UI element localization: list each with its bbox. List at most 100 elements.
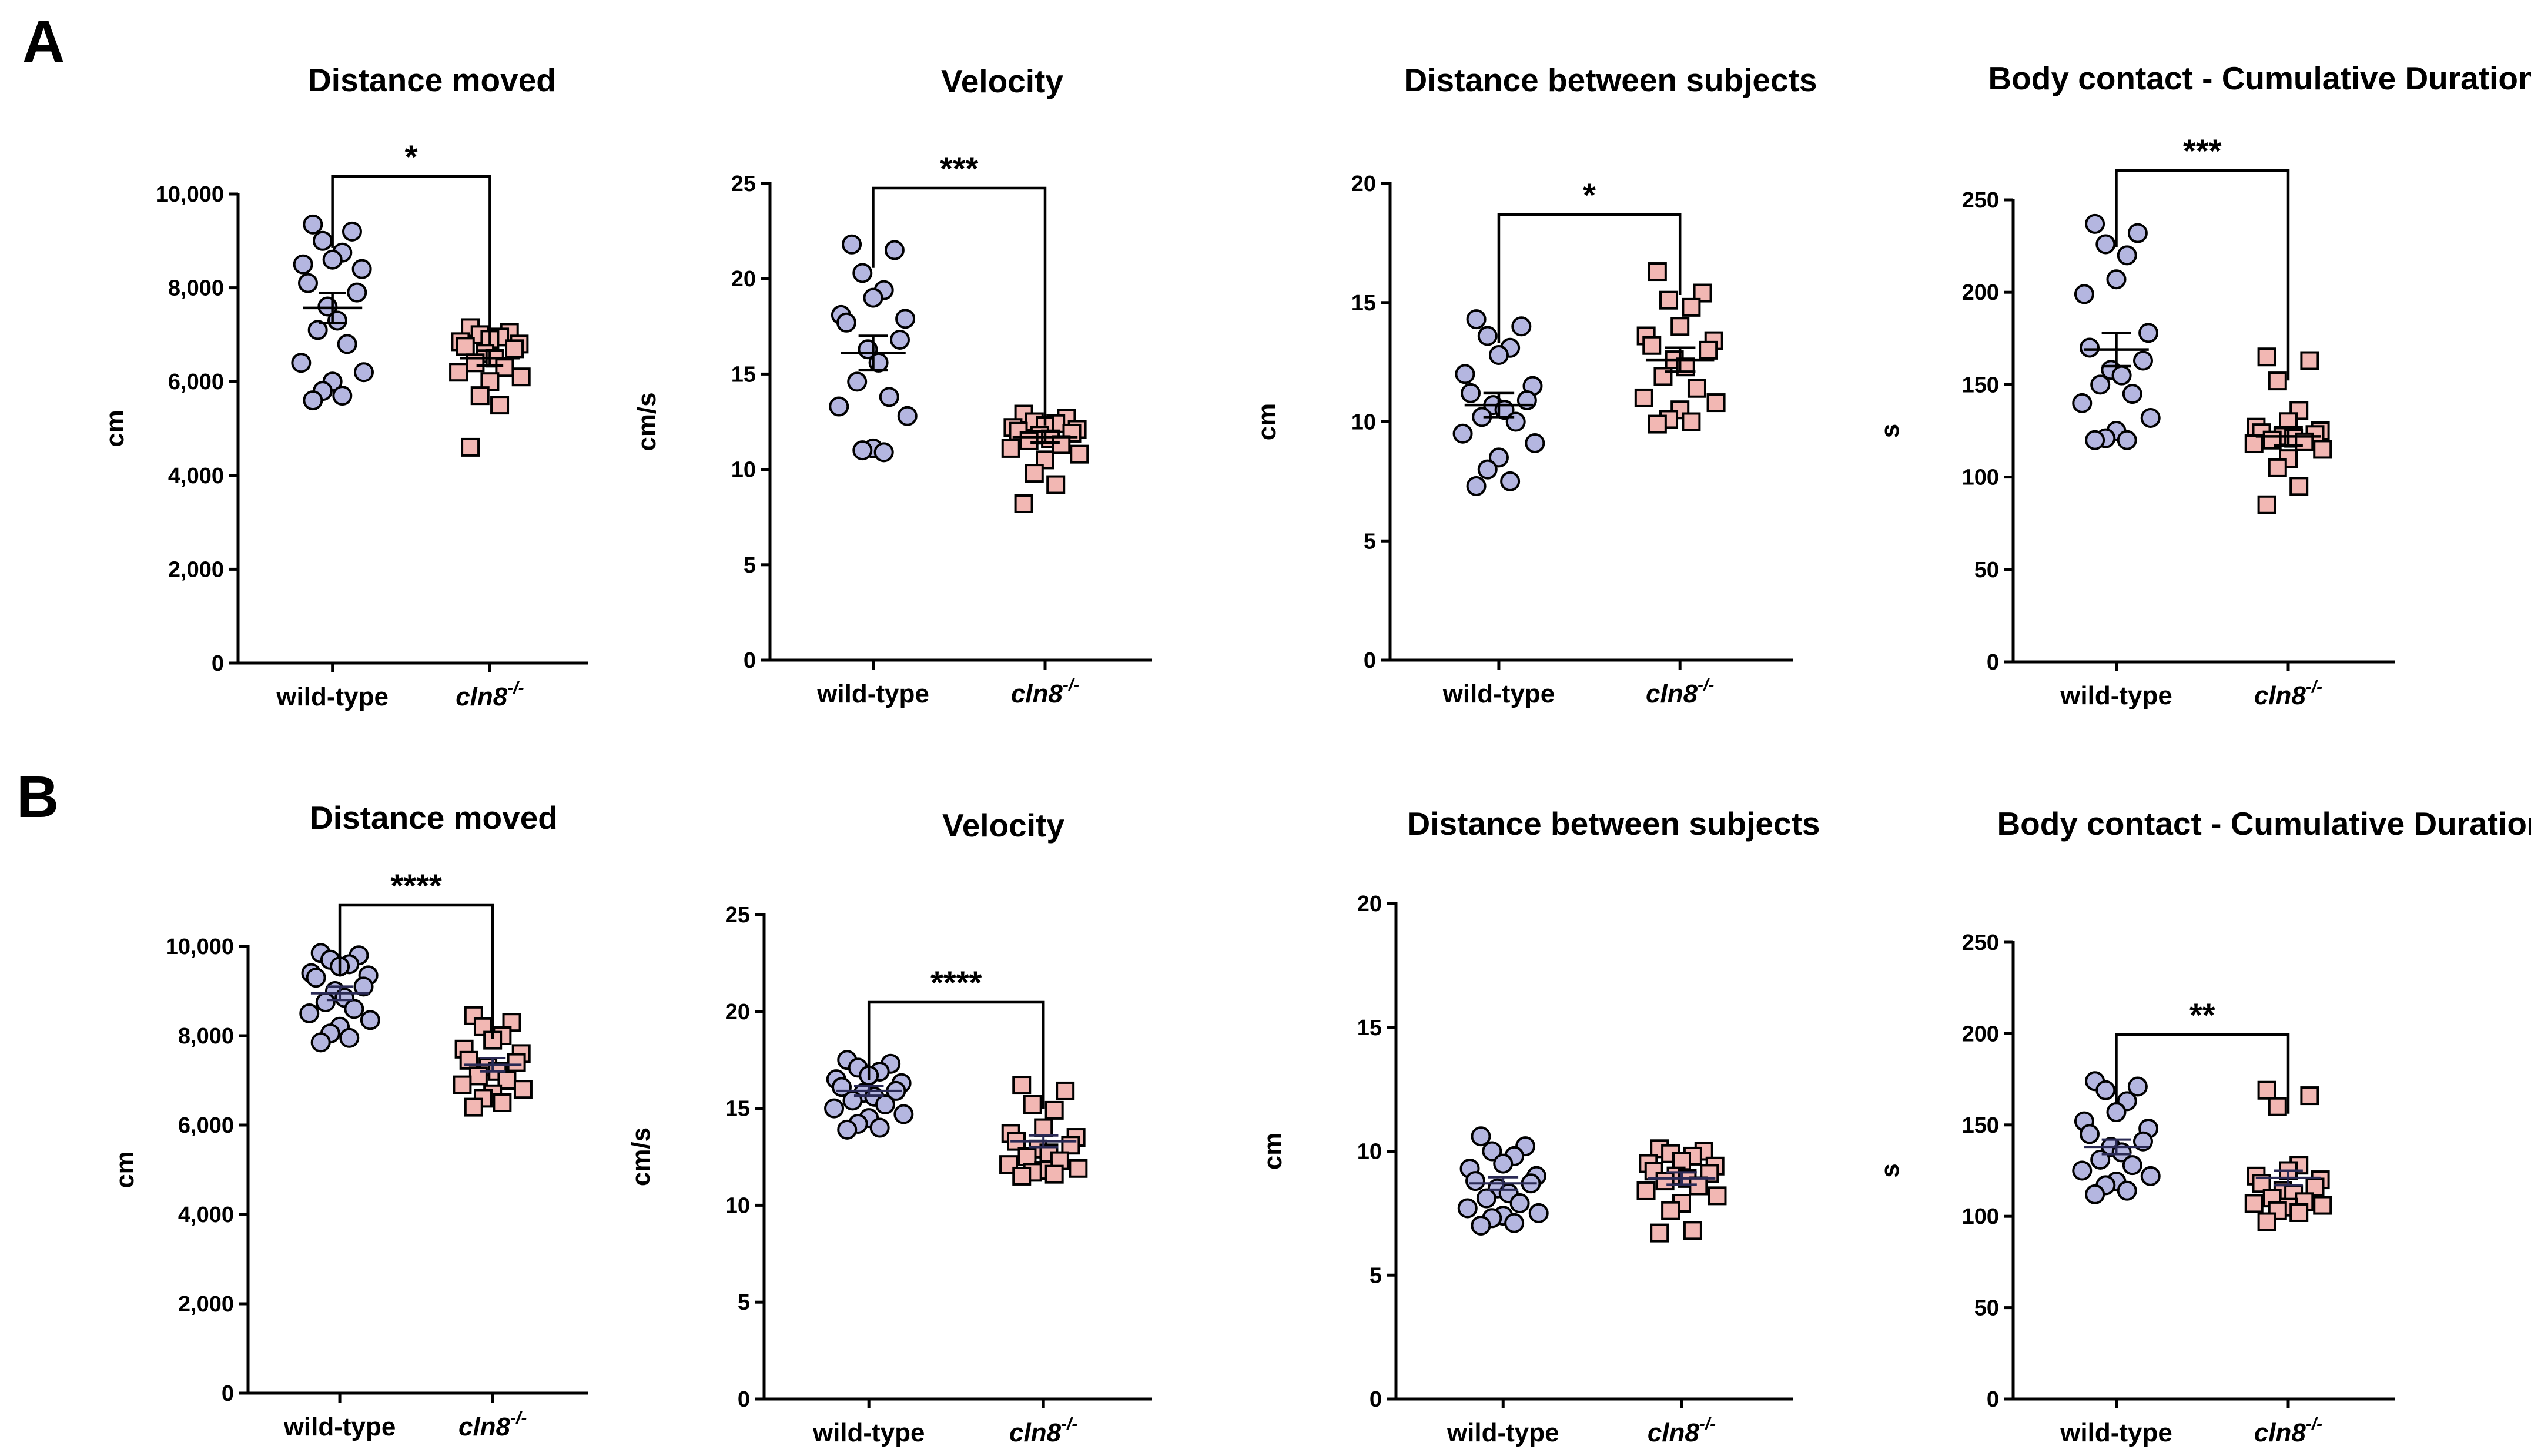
- y-tick-label: 150: [1962, 1113, 1999, 1138]
- y-tick-label: 50: [1974, 1296, 1999, 1321]
- x-category-label: cln8-/-: [2254, 677, 2322, 710]
- x-category-label: wild-type: [283, 1413, 396, 1441]
- significance-bracket: [872, 186, 1047, 426]
- data-point-cln8: [511, 367, 531, 387]
- data-point-cln8: [1682, 297, 1701, 317]
- y-tick-label: 2,000: [178, 1292, 234, 1317]
- y-tick-label: 25: [731, 172, 756, 196]
- data-point-cln8: [1061, 1136, 1080, 1155]
- y-axis-label: cm: [1258, 1133, 1287, 1170]
- data-point-cln8: [490, 396, 510, 415]
- x-category-label: wild-type: [2060, 681, 2172, 710]
- data-point-wild-type: [337, 334, 357, 354]
- y-tick-label: 5: [738, 1290, 750, 1315]
- x-category-superscript: -/-: [507, 678, 524, 698]
- data-point-wild-type: [1466, 476, 1487, 496]
- x-category-label: cln8-/-: [1011, 675, 1079, 708]
- y-tick-label: 4,000: [178, 1203, 234, 1227]
- data-point-wild-type: [303, 390, 323, 411]
- data-point-wild-type: [1466, 309, 1487, 330]
- data-point-cln8: [1700, 1164, 1719, 1183]
- data-point-wild-type: [1477, 459, 1498, 480]
- data-point-cln8: [1012, 1166, 1032, 1186]
- y-tick-label: 25: [725, 903, 750, 928]
- data-point-wild-type: [2085, 1184, 2105, 1204]
- data-point-cln8: [1661, 1201, 1680, 1220]
- chart-2: Distance between subjects 0 5 10 15 20 wild-ty…: [1253, 62, 1817, 708]
- data-point-wild-type: [852, 263, 873, 283]
- data-point-cln8: [470, 386, 490, 406]
- significance-bracket: [331, 175, 491, 345]
- data-point-cln8: [461, 437, 480, 457]
- data-point-cln8: [1044, 1164, 1064, 1184]
- data-point-cln8: [2313, 440, 2332, 459]
- data-point-wild-type: [2106, 1102, 2127, 1123]
- data-point-cln8: [1001, 439, 1020, 458]
- data-point-wild-type: [895, 309, 916, 329]
- y-tick-label: 0: [212, 651, 224, 676]
- x-category-superscript: -/-: [2306, 1414, 2322, 1434]
- data-point-wild-type: [1482, 1141, 1502, 1162]
- x-category-label: wild-type: [2060, 1418, 2172, 1447]
- data-point-wild-type: [1525, 433, 1545, 453]
- data-point-wild-type: [879, 387, 899, 407]
- data-point-wild-type: [293, 254, 313, 275]
- y-tick-label: 2,000: [168, 557, 224, 582]
- y-axis-label: s: [1876, 424, 1904, 438]
- data-point-wild-type: [1493, 1153, 1514, 1174]
- data-point-wild-type: [353, 976, 374, 997]
- charts-layer: Distance moved 0 2,000 4,000 6,000 8,000 10,00…: [101, 60, 2531, 1447]
- data-point-cln8: [1648, 262, 1667, 282]
- y-tick-label: 15: [731, 362, 756, 387]
- data-point-wild-type: [890, 330, 910, 350]
- x-category-superscript: -/-: [1699, 1414, 1716, 1434]
- chart-4: Distance moved 0 2,000 4,000 6,000 8,000 10,00…: [111, 799, 588, 1441]
- data-point-cln8: [459, 1050, 478, 1070]
- data-point-cln8: [1650, 1223, 1669, 1243]
- significance-bracket: [338, 903, 494, 1039]
- data-point-cln8: [1648, 414, 1667, 434]
- y-tick-label: 10: [1351, 410, 1376, 435]
- data-point-wild-type: [2085, 430, 2105, 450]
- data-point-wild-type: [897, 406, 918, 426]
- data-point-wild-type: [353, 362, 374, 383]
- data-point-wild-type: [869, 1117, 890, 1138]
- y-tick-label: 10,000: [166, 935, 234, 959]
- y-tick-label: 100: [1962, 466, 1999, 490]
- data-point-cln8: [1014, 494, 1033, 513]
- data-point-cln8: [1670, 317, 1690, 336]
- y-tick-label: 100: [1962, 1204, 1999, 1229]
- data-point-wild-type: [1471, 1126, 1491, 1147]
- data-point-cln8: [2257, 347, 2276, 367]
- data-point-wild-type: [298, 273, 318, 293]
- y-tick-label: 6,000: [168, 370, 224, 394]
- data-point-wild-type: [1516, 390, 1537, 411]
- chart-title: Body contact - Cumulative Duration: [1988, 60, 2531, 96]
- chart-title: Distance between subjects: [1404, 62, 1817, 98]
- significance-label: *: [405, 138, 418, 175]
- data-point-wild-type: [893, 1104, 914, 1124]
- chart-7: Body contact - Cumulative Duration 0 50 100…: [1876, 805, 2531, 1447]
- data-point-wild-type: [1465, 1171, 1485, 1191]
- data-point-cln8: [1052, 435, 1071, 454]
- x-category-label: cln8-/-: [1646, 675, 1714, 708]
- y-tick-label: 6,000: [178, 1113, 234, 1138]
- y-tick-label: 0: [1364, 648, 1376, 673]
- chart-5: Velocity 0 5 10 15 20 25 wild-type cln8-/- cm/s **…: [627, 807, 1152, 1447]
- y-tick-label: 15: [1357, 1016, 1382, 1040]
- data-point-wild-type: [291, 353, 312, 373]
- data-point-wild-type: [2133, 350, 2153, 371]
- data-point-cln8: [1642, 336, 1662, 355]
- chart-0: Distance moved 0 2,000 4,000 6,000 8,000 10,00…: [101, 62, 588, 711]
- data-point-wild-type: [829, 396, 849, 417]
- data-point-cln8: [2313, 1196, 2332, 1215]
- chart-title: Distance moved: [310, 799, 558, 836]
- significance-bracket: [867, 1000, 1045, 1109]
- y-axis-label: cm: [101, 410, 129, 447]
- y-tick-label: 10: [731, 458, 756, 483]
- y-tick-label: 5: [1370, 1263, 1382, 1288]
- significance-label: ***: [2183, 132, 2222, 169]
- chart-title: Velocity: [941, 63, 1063, 99]
- data-point-cln8: [1655, 1172, 1675, 1191]
